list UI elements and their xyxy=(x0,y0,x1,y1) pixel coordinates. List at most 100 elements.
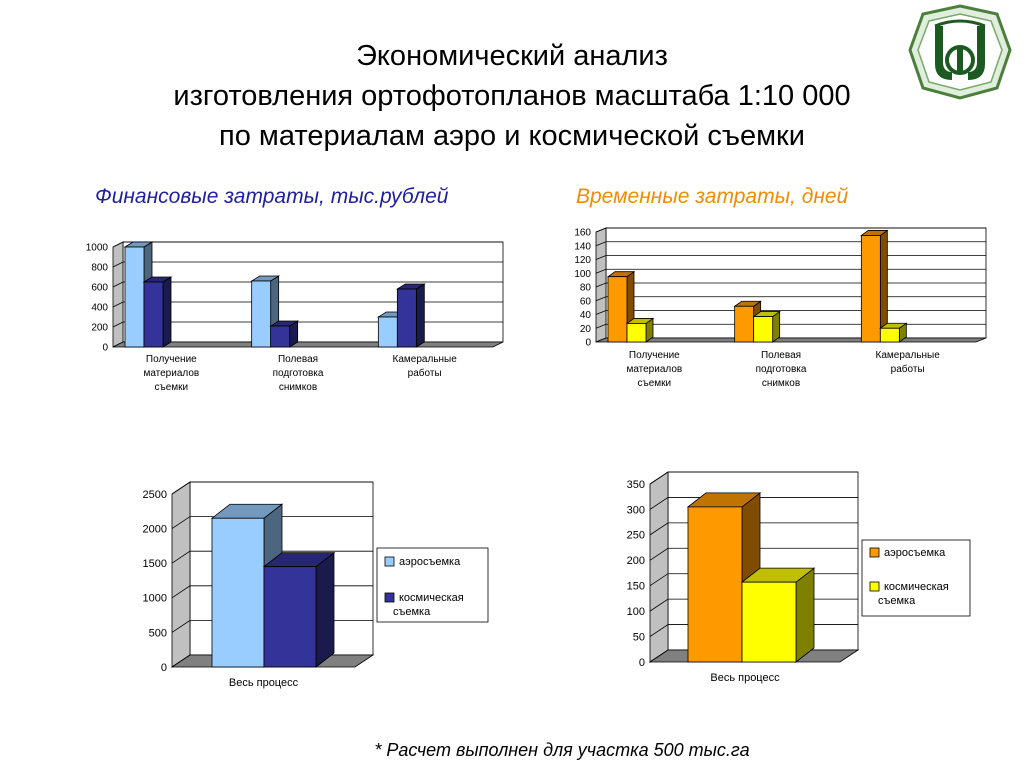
gridline xyxy=(112,241,503,248)
bar xyxy=(143,281,164,348)
bar xyxy=(753,316,774,343)
y-tick-label: 1500 xyxy=(143,558,167,570)
category-label: Полевая xyxy=(761,350,801,361)
gridline xyxy=(595,268,986,274)
legend-swatch xyxy=(384,592,395,603)
legend-box xyxy=(861,539,971,617)
bar xyxy=(860,235,881,343)
legend-swatch xyxy=(384,556,395,567)
gridline xyxy=(649,547,858,561)
university-logo xyxy=(908,4,1012,100)
gridline xyxy=(595,241,986,247)
bar-side xyxy=(795,567,815,663)
category-label: Полевая xyxy=(278,354,318,365)
category-label: съемки xyxy=(638,378,672,389)
category-label: материалов xyxy=(143,368,199,379)
financial-subtitle: Финансовые затраты, тыс.рублей xyxy=(95,185,449,208)
y-tick-label: 0 xyxy=(102,343,108,354)
bar xyxy=(251,280,272,348)
gridline xyxy=(171,481,373,495)
page-title: Экономический анализ изготовления ортофо… xyxy=(60,36,964,156)
category-label: Камеральные xyxy=(876,350,941,361)
gridline xyxy=(171,550,373,564)
category-label: подготовка xyxy=(756,364,807,375)
y-tick-label: 0 xyxy=(585,338,591,349)
y-tick-label: 1000 xyxy=(143,593,167,605)
gridline xyxy=(595,255,986,260)
title-line: по материалам аэро и космической съемки xyxy=(219,120,805,152)
bar xyxy=(270,325,291,348)
bar xyxy=(879,327,900,343)
bar xyxy=(741,581,797,663)
gridline xyxy=(595,227,986,233)
gridline xyxy=(171,516,373,529)
y-tick-label: 200 xyxy=(627,555,645,567)
y-tick-label: 100 xyxy=(627,606,645,618)
gridline xyxy=(112,261,503,268)
y-tick-label: 300 xyxy=(627,504,645,516)
y-tick-label: 2500 xyxy=(143,489,167,501)
y-tick-label: 250 xyxy=(627,530,645,542)
gridline xyxy=(595,282,986,288)
y-tick-label: 150 xyxy=(627,581,645,593)
category-label: Получение xyxy=(629,350,680,361)
gridline xyxy=(595,296,986,302)
gridline xyxy=(649,497,858,510)
y-tick-label: 400 xyxy=(91,303,108,314)
y-tick-label: 120 xyxy=(574,255,591,266)
category-label: работы xyxy=(408,367,442,379)
legend-swatch xyxy=(869,581,880,592)
footnote: * Расчет выполнен для участка 500 тыс.га xyxy=(374,740,750,760)
y-tick-label: 350 xyxy=(627,479,645,491)
legend-label: съемка xyxy=(878,595,916,607)
category-label: материалов xyxy=(626,364,682,375)
gridline xyxy=(112,321,503,328)
y-tick-label: 800 xyxy=(91,263,108,274)
legend-label: съемка xyxy=(393,606,431,618)
y-tick-label: 0 xyxy=(639,657,645,669)
gridline xyxy=(595,323,986,329)
gridline xyxy=(649,471,858,485)
y-tick-label: 40 xyxy=(580,310,592,321)
y-tick-label: 100 xyxy=(574,269,591,280)
legend-label: аэросъемка xyxy=(399,556,461,568)
y-tick-label: 1000 xyxy=(86,243,109,254)
y-tick-label: 140 xyxy=(574,241,591,252)
bar xyxy=(607,276,628,343)
title-line: Экономический анализ xyxy=(356,40,668,72)
legend-label: космическая xyxy=(884,581,949,593)
y-tick-label: 2000 xyxy=(143,523,167,535)
gridline xyxy=(112,281,503,288)
time-subtitle: Временные затраты, дней xyxy=(576,185,849,208)
y-tick-label: 0 xyxy=(161,662,167,674)
side-wall xyxy=(649,471,669,663)
y-tick-label: 160 xyxy=(574,228,591,239)
legend-box xyxy=(376,547,489,623)
category-label: съемки xyxy=(155,382,189,393)
category-label: работы xyxy=(891,363,925,375)
y-tick-label: 600 xyxy=(91,283,108,294)
bar xyxy=(687,506,743,663)
y-tick-label: 500 xyxy=(149,627,167,639)
category-label: Получение xyxy=(146,354,197,365)
category-label: снимков xyxy=(279,382,317,393)
bar xyxy=(263,566,317,668)
bar xyxy=(211,517,265,668)
gridline xyxy=(112,301,503,308)
category-label: подготовка xyxy=(273,368,324,379)
y-tick-label: 60 xyxy=(580,296,592,307)
y-tick-label: 200 xyxy=(91,323,108,334)
category-label: Камеральные xyxy=(393,354,458,365)
y-tick-label: 20 xyxy=(580,324,592,335)
gridline xyxy=(595,310,986,315)
gridline xyxy=(649,522,858,536)
bar xyxy=(626,323,647,343)
legend-label: космическая xyxy=(399,592,464,604)
legend-label: аэросъемка xyxy=(884,547,946,559)
category-label: Весь процесс xyxy=(229,677,299,689)
y-tick-label: 80 xyxy=(580,283,592,294)
